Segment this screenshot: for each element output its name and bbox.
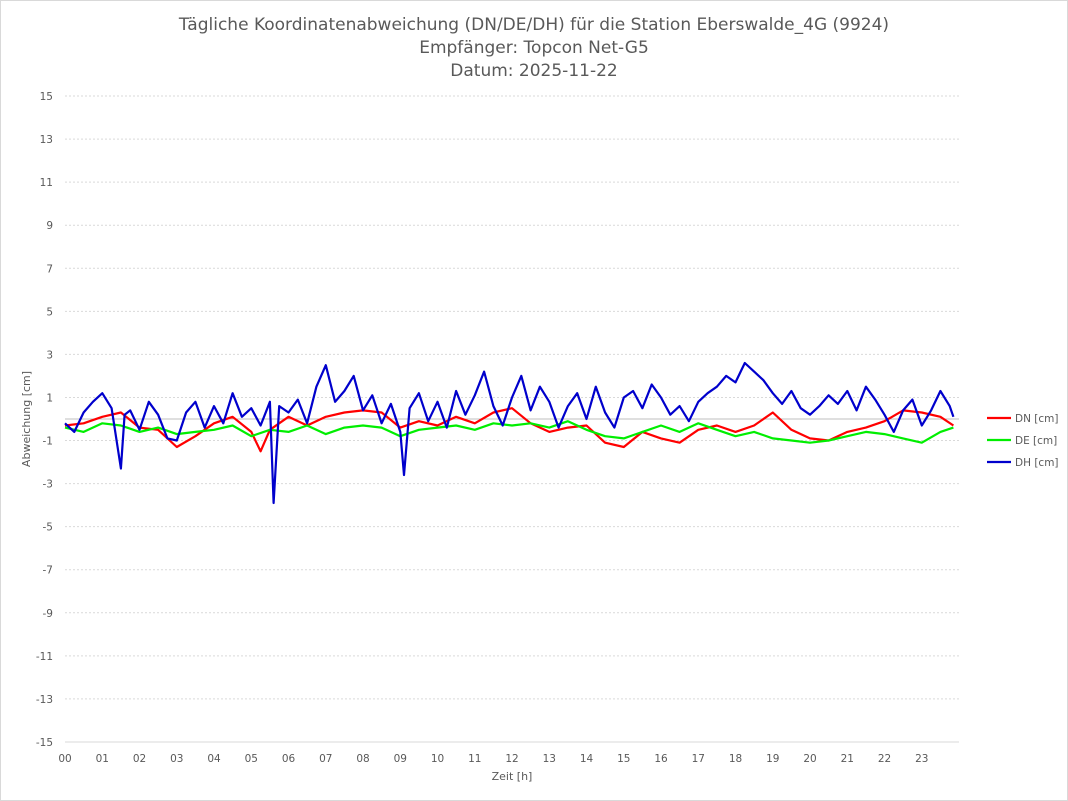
x-tick-label: 21 [841,753,854,765]
gridlines [65,95,959,743]
y-tick-label: 15 [40,91,53,103]
x-tick-label: 18 [729,753,742,765]
y-tick-label: -7 [43,565,53,577]
y-tick-label: -15 [36,737,53,749]
x-axis-label: Zeit [h] [492,770,533,783]
x-tick-label: 22 [878,753,891,765]
series-line-dn [64,407,955,453]
y-tick-label: 7 [46,263,53,275]
y-tick-label: 1 [46,392,53,404]
x-tick-label: 03 [170,753,183,765]
chart-title-line-3: Datum: 2025-11-22 [450,61,617,81]
x-tick-label: 11 [468,753,481,765]
x-tick-label: 06 [282,753,296,765]
legend-label: DE [cm] [1015,435,1057,447]
legend: DN [cm] DE [cm] DH [cm] [987,413,1059,469]
x-tick-label: 02 [133,753,146,765]
series-lines [64,361,955,505]
x-tick-label: 23 [915,753,928,765]
x-axis-ticks: 00 01 02 03 04 05 06 07 08 09 10 11 12 13 14 15 16 17 18 19… [58,753,928,765]
x-tick-label: 19 [766,753,779,765]
x-tick-label: 08 [356,753,369,765]
y-tick-label: 13 [40,134,53,146]
x-tick-label: 09 [394,753,407,765]
legend-label: DN [cm] [1015,413,1058,425]
x-tick-label: 20 [803,753,816,765]
x-tick-label: 14 [580,753,594,765]
y-tick-label: 9 [46,220,53,232]
y-axis-label: Abweichung [cm] [20,371,33,467]
y-tick-label: -13 [36,694,53,706]
x-tick-label: 00 [58,753,71,765]
y-tick-label: -1 [43,436,53,448]
series-line-dh [64,361,955,505]
y-axis-ticks: 15 13 11 9 7 5 3 1 -1 -3 -5 -7 -9 -11 -13 -15 [36,91,53,749]
x-tick-label: 15 [617,753,630,765]
x-tick-label: 01 [96,753,109,765]
x-tick-label: 17 [692,753,705,765]
x-tick-label: 04 [207,753,221,765]
y-tick-label: -5 [43,522,53,534]
y-tick-label: -3 [43,479,53,491]
x-tick-label: 10 [431,753,444,765]
series-line-de [64,420,954,444]
y-tick-label: -11 [36,651,53,663]
y-tick-label: 3 [46,349,53,361]
y-tick-label: -9 [43,608,53,620]
x-tick-label: 05 [245,753,258,765]
x-tick-label: 07 [319,753,332,765]
y-tick-label: 11 [40,177,53,189]
x-tick-label: 16 [654,753,668,765]
chart-title-line-2: Empfänger: Topcon Net-G5 [419,38,649,58]
x-tick-label: 12 [505,753,518,765]
x-tick-label: 13 [543,753,556,765]
chart-title-line-1: Tägliche Koordinatenabweichung (DN/DE/DH… [178,15,889,35]
legend-label: DH [cm] [1015,457,1059,469]
chart-title: Tägliche Koordinatenabweichung (DN/DE/DH… [178,15,889,81]
y-tick-label: 5 [46,306,53,318]
